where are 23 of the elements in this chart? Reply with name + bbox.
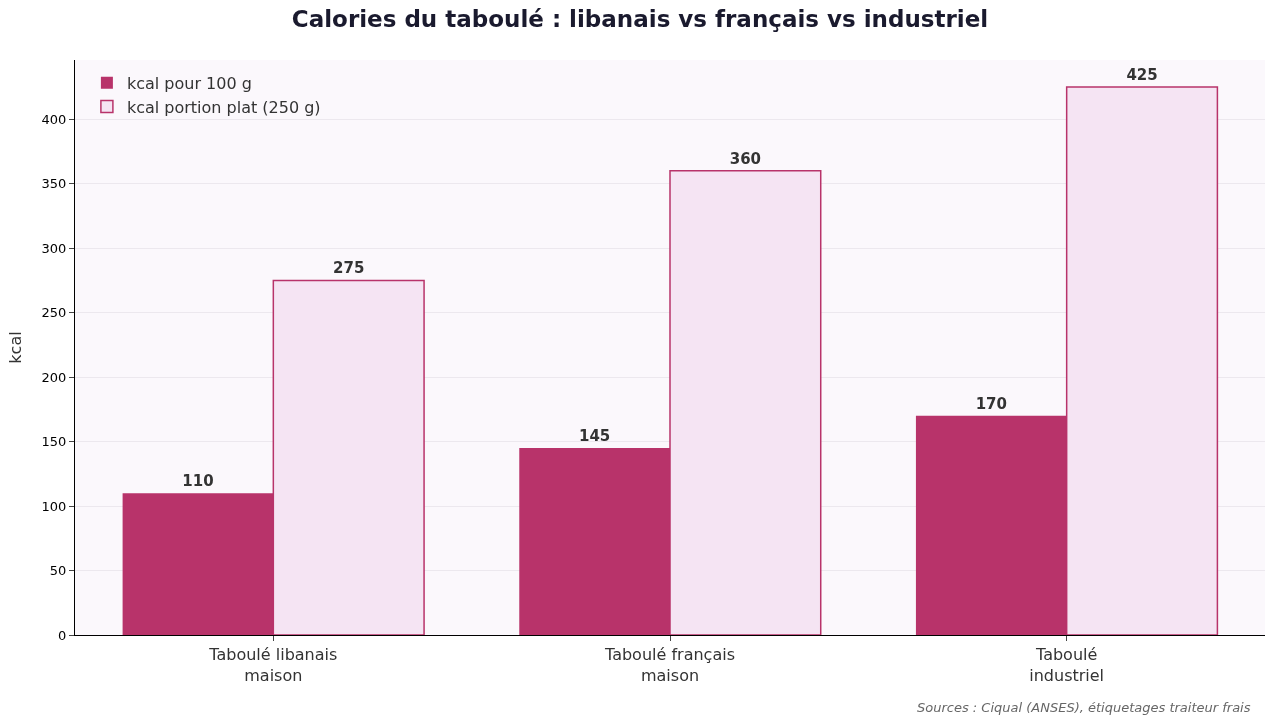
data-label: 170: [975, 394, 1007, 413]
y-tick-label: 400: [41, 111, 67, 127]
y-tick-label: 300: [41, 240, 67, 256]
legend-label: kcal pour 100 g: [126, 73, 252, 93]
y-tick-label: 150: [41, 434, 67, 450]
data-label: 275: [333, 259, 365, 278]
y-tick-label: 200: [41, 369, 67, 385]
data-label: 145: [578, 427, 611, 446]
x-tick-label: Taboulé français maison: [604, 645, 735, 685]
data-label: 360: [729, 149, 762, 168]
y-tick-label: 50: [49, 563, 67, 579]
x-tick-label: Taboulé industriel: [1029, 645, 1105, 685]
y-tick-label: 100: [41, 498, 67, 514]
data-label: 425: [1126, 66, 1158, 85]
y-tick-label: 250: [41, 305, 67, 321]
y-tick-label: 0: [58, 627, 67, 643]
y-axis-title: kcal: [6, 331, 26, 364]
data-label: 110: [182, 472, 214, 491]
chart-title: Calories du taboulé : libanais vs français vs industriel: [291, 5, 989, 32]
x-tick-label: Taboulé libanais maison: [208, 645, 338, 685]
y-tick-label: 350: [41, 176, 67, 192]
source-note: Sources : Ciqual (ANSES), étiquetages traiteur frais: [917, 700, 1251, 715]
legend-label: kcal portion plat (250 g): [126, 97, 321, 117]
